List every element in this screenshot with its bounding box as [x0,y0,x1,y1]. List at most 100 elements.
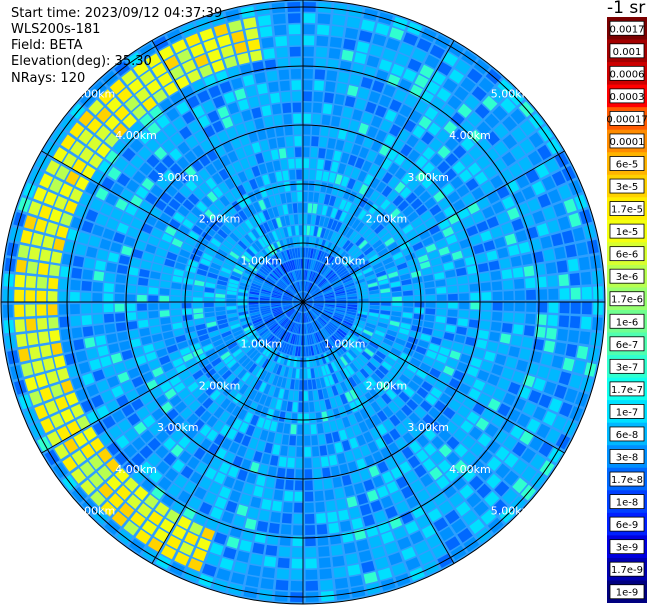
range-gate [289,310,296,319]
range-gate [462,216,475,228]
range-gate [259,429,269,441]
range-gate [307,203,313,214]
range-gate [305,513,315,524]
range-gate [320,330,327,340]
range-gate [73,432,88,448]
range-gate [215,306,226,312]
range-gate [343,213,352,225]
range-gate [447,95,462,110]
range-gate [273,160,281,171]
range-gate [166,251,178,261]
range-gate [306,357,310,368]
range-gate [381,471,394,484]
range-gate [158,476,172,491]
range-gate [296,312,301,323]
range-gate [256,324,266,332]
range-gate [251,242,261,253]
range-gate [47,291,58,302]
range-gate [108,343,120,354]
range-gate [315,170,323,181]
range-gate [154,131,168,145]
range-gate [20,229,33,244]
range-gate [85,181,99,196]
range-gate [559,302,570,314]
range-gate [556,260,568,273]
range-gate [291,80,301,91]
range-gate [529,436,544,451]
range-gate [379,314,390,320]
range-gate [290,379,295,390]
range-gate [290,180,297,191]
range-gate [103,303,114,313]
range-gate [329,37,343,48]
range-gate [159,98,174,113]
range-gate [156,461,170,475]
range-gate [303,57,314,68]
range-gate [487,398,501,412]
range-gate [191,206,203,218]
range-ring-label: 5.00km [74,505,116,518]
range-gate [370,358,380,368]
range-gate [364,455,375,467]
range-gate [237,369,247,379]
range-gate [287,203,293,214]
range-gate [34,218,48,233]
range-gate [226,294,237,299]
range-gate [396,423,408,436]
range-gate [395,501,409,514]
range-gate [268,81,279,93]
range-gate [459,293,469,301]
range-gate [177,49,192,64]
range-gate [356,371,366,382]
range-gate [195,323,206,331]
range-gate [305,281,310,292]
range-gate [33,187,47,202]
range-gate [334,331,344,340]
range-gate [494,236,506,249]
range-gate [394,114,407,127]
range-gate [434,323,445,331]
range-gate [427,508,442,522]
range-gate [247,204,257,215]
range-gate [327,338,335,348]
range-gate [329,420,338,432]
colorbar-label-box [609,426,645,442]
range-gate [272,500,282,512]
range-gate [466,492,482,508]
range-gate [312,308,321,315]
range-gate [159,288,170,295]
range-gate [512,324,524,335]
range-gate [182,199,195,211]
range-gate [248,299,259,302]
range-gate [96,143,111,158]
range-gate [324,268,332,277]
range-gate [80,443,96,459]
range-gate [558,274,569,287]
range-gate [528,390,542,404]
range-gate [569,273,581,286]
range-gate [341,474,352,486]
range-gate [457,318,468,327]
range-gate [581,302,592,315]
range-gate [323,240,330,251]
range-gate [337,358,345,368]
range-gate [204,307,215,313]
range-gate [263,315,274,322]
range-gate [239,339,249,347]
range-gate [366,278,377,284]
range-gate [104,272,116,283]
range-gate [460,353,472,364]
range-gate [193,419,205,431]
range-gate [263,488,274,499]
range-gate [485,131,500,146]
range-gate [296,294,303,302]
range-gate [184,271,195,279]
range-gate [388,442,400,455]
range-gate [310,285,317,294]
range-gate [264,396,272,407]
range-gate [171,316,182,323]
range-gate [452,199,466,212]
range-gate [313,261,319,271]
range-gate [388,271,399,279]
range-gate [389,516,403,530]
